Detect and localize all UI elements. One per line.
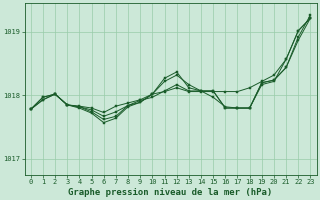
X-axis label: Graphe pression niveau de la mer (hPa): Graphe pression niveau de la mer (hPa) bbox=[68, 188, 273, 197]
